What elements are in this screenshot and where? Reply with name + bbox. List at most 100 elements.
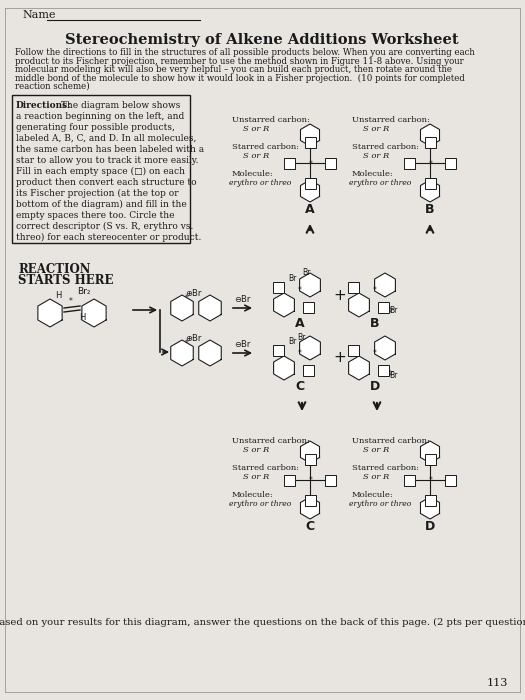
Text: product to its Fischer projection, remember to use the method shown in Figure 11: product to its Fischer projection, remem… bbox=[15, 57, 464, 66]
Polygon shape bbox=[421, 441, 439, 463]
Text: Directions:: Directions: bbox=[16, 101, 71, 110]
Text: *: * bbox=[309, 160, 313, 169]
Text: REACTION: REACTION bbox=[18, 263, 90, 276]
Text: *: * bbox=[429, 160, 433, 169]
Text: B: B bbox=[425, 203, 435, 216]
Bar bbox=[302, 302, 313, 312]
Text: Molecule:: Molecule: bbox=[232, 491, 274, 499]
Polygon shape bbox=[349, 356, 370, 380]
Text: A: A bbox=[295, 317, 305, 330]
Text: reaction scheme): reaction scheme) bbox=[15, 82, 90, 91]
Text: erythro or threo: erythro or threo bbox=[349, 179, 412, 187]
Text: S or R: S or R bbox=[243, 152, 269, 160]
Polygon shape bbox=[349, 293, 370, 317]
Text: S or R: S or R bbox=[363, 446, 389, 454]
Text: Br: Br bbox=[302, 268, 310, 277]
Polygon shape bbox=[38, 299, 62, 327]
Text: H: H bbox=[79, 313, 85, 322]
Text: erythro or threo: erythro or threo bbox=[229, 179, 291, 187]
Text: S or R: S or R bbox=[363, 125, 389, 133]
Bar bbox=[325, 158, 336, 169]
Text: STARTS HERE: STARTS HERE bbox=[18, 274, 113, 287]
Polygon shape bbox=[375, 273, 395, 297]
Text: Starred carbon:: Starred carbon: bbox=[352, 143, 419, 151]
Text: H: H bbox=[55, 291, 61, 300]
Bar bbox=[425, 178, 436, 189]
Text: C: C bbox=[296, 380, 304, 393]
Text: S or R: S or R bbox=[243, 125, 269, 133]
Text: Based on your results for this diagram, answer the questions on the back of this: Based on your results for this diagram, … bbox=[0, 618, 525, 627]
Text: Br₂: Br₂ bbox=[77, 287, 90, 296]
Text: correct descriptor (S vs. R, erythro vs.: correct descriptor (S vs. R, erythro vs. bbox=[16, 222, 193, 231]
Bar bbox=[12, 95, 190, 243]
Text: *: * bbox=[309, 477, 313, 486]
Text: ⊕Br: ⊕Br bbox=[185, 334, 201, 343]
Text: ⊕Br: ⊕Br bbox=[185, 289, 201, 298]
Text: Br: Br bbox=[297, 333, 306, 342]
Text: Br: Br bbox=[389, 306, 397, 315]
Text: Fill in each empty space (□) on each: Fill in each empty space (□) on each bbox=[16, 167, 185, 176]
Text: Br: Br bbox=[389, 371, 397, 380]
Polygon shape bbox=[199, 340, 221, 366]
Text: ⊖Br: ⊖Br bbox=[234, 340, 250, 349]
Bar bbox=[404, 158, 415, 169]
Text: product then convert each structure to: product then convert each structure to bbox=[16, 178, 197, 187]
Bar bbox=[425, 137, 436, 148]
Polygon shape bbox=[300, 180, 320, 202]
Text: +: + bbox=[333, 351, 346, 365]
Text: Unstarred carbon:: Unstarred carbon: bbox=[352, 116, 430, 124]
Text: *: * bbox=[373, 286, 377, 295]
Text: Unstarred carbon:: Unstarred carbon: bbox=[232, 437, 310, 445]
Text: The diagram below shows: The diagram below shows bbox=[58, 101, 181, 110]
Polygon shape bbox=[300, 336, 320, 360]
Text: *: * bbox=[298, 349, 302, 358]
Bar bbox=[404, 475, 415, 486]
Bar bbox=[425, 454, 436, 465]
Text: Starred carbon:: Starred carbon: bbox=[232, 143, 299, 151]
Text: S or R: S or R bbox=[243, 446, 269, 454]
Text: Starred carbon:: Starred carbon: bbox=[232, 464, 299, 472]
Text: C: C bbox=[306, 520, 314, 533]
Text: Follow the directions to fill in the structures of all possible products below. : Follow the directions to fill in the str… bbox=[15, 48, 475, 57]
Text: S or R: S or R bbox=[363, 152, 389, 160]
Text: *: * bbox=[373, 349, 377, 358]
Polygon shape bbox=[421, 497, 439, 519]
Text: generating four possible products,: generating four possible products, bbox=[16, 123, 175, 132]
Polygon shape bbox=[375, 336, 395, 360]
Polygon shape bbox=[274, 356, 295, 380]
Bar bbox=[272, 281, 284, 293]
Bar bbox=[445, 158, 456, 169]
Text: *: * bbox=[429, 477, 433, 486]
Text: Unstarred carbon:: Unstarred carbon: bbox=[352, 437, 430, 445]
Text: D: D bbox=[370, 380, 380, 393]
Bar bbox=[284, 475, 295, 486]
Text: threo) for each stereocenter or product.: threo) for each stereocenter or product. bbox=[16, 233, 202, 242]
Bar bbox=[304, 495, 316, 506]
Text: *: * bbox=[185, 339, 189, 348]
Text: ⊖Br: ⊖Br bbox=[234, 295, 250, 304]
Text: bottom of the diagram) and fill in the: bottom of the diagram) and fill in the bbox=[16, 200, 187, 209]
Text: star to allow you to track it more easily.: star to allow you to track it more easil… bbox=[16, 156, 198, 165]
Bar bbox=[445, 475, 456, 486]
Text: Molecule:: Molecule: bbox=[232, 170, 274, 178]
Bar bbox=[425, 495, 436, 506]
Polygon shape bbox=[300, 441, 320, 463]
Bar bbox=[377, 302, 388, 312]
Text: Br: Br bbox=[288, 337, 297, 346]
Bar bbox=[325, 475, 336, 486]
Text: middle bond of the molecule to show how it would look in a Fisher projection.  (: middle bond of the molecule to show how … bbox=[15, 74, 465, 83]
Bar bbox=[284, 158, 295, 169]
Text: *: * bbox=[185, 294, 189, 303]
Text: a reaction beginning on the left, and: a reaction beginning on the left, and bbox=[16, 112, 184, 121]
Text: Name: Name bbox=[22, 10, 56, 20]
Polygon shape bbox=[171, 295, 193, 321]
Text: *: * bbox=[69, 297, 73, 306]
Text: Br: Br bbox=[288, 274, 297, 283]
Polygon shape bbox=[300, 497, 320, 519]
Text: 113: 113 bbox=[486, 678, 508, 688]
Text: Molecule:: Molecule: bbox=[352, 491, 394, 499]
Bar bbox=[304, 454, 316, 465]
Bar bbox=[377, 365, 388, 375]
Text: erythro or threo: erythro or threo bbox=[349, 500, 412, 508]
Bar bbox=[348, 281, 359, 293]
